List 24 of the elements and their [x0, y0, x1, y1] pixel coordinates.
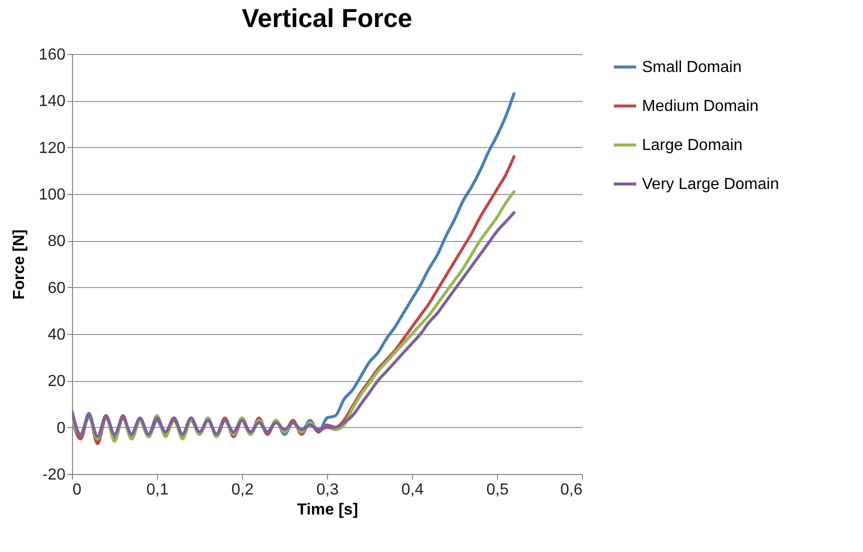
legend-label: Large Domain	[642, 137, 742, 154]
legend-label: Very Large Domain	[642, 176, 779, 193]
x-tick-label: 0,5	[486, 482, 509, 498]
x-tick-label: 0,6	[560, 482, 583, 498]
x-tick-label: 0,2	[231, 482, 254, 498]
y-tick-label: 0	[56, 420, 66, 437]
x-tick-label: 0	[72, 482, 82, 498]
x-tick-label: 0,1	[146, 482, 169, 498]
y-tick-label: 120	[38, 140, 66, 157]
y-tick-label: 80	[48, 233, 66, 250]
legend-label: Small Domain	[642, 59, 742, 76]
x-tick-label: 0,3	[316, 482, 339, 498]
legend-label: Medium Domain	[642, 98, 758, 115]
y-tick-label: 140	[38, 93, 66, 110]
y-tick-label: 160	[38, 46, 66, 64]
y-tick-label: 100	[38, 186, 66, 204]
y-tick-label: 60	[48, 280, 66, 297]
y-axis-title: Force [N]	[10, 229, 28, 300]
chart-title: Vertical Force	[242, 3, 412, 33]
x-axis-title: Time [s]	[296, 502, 358, 518]
x-tick-label: 0,4	[401, 482, 424, 498]
y-tick-label: 20	[48, 373, 66, 390]
y-tick-label: 40	[48, 326, 66, 344]
y-tick-label: -20	[42, 466, 66, 484]
